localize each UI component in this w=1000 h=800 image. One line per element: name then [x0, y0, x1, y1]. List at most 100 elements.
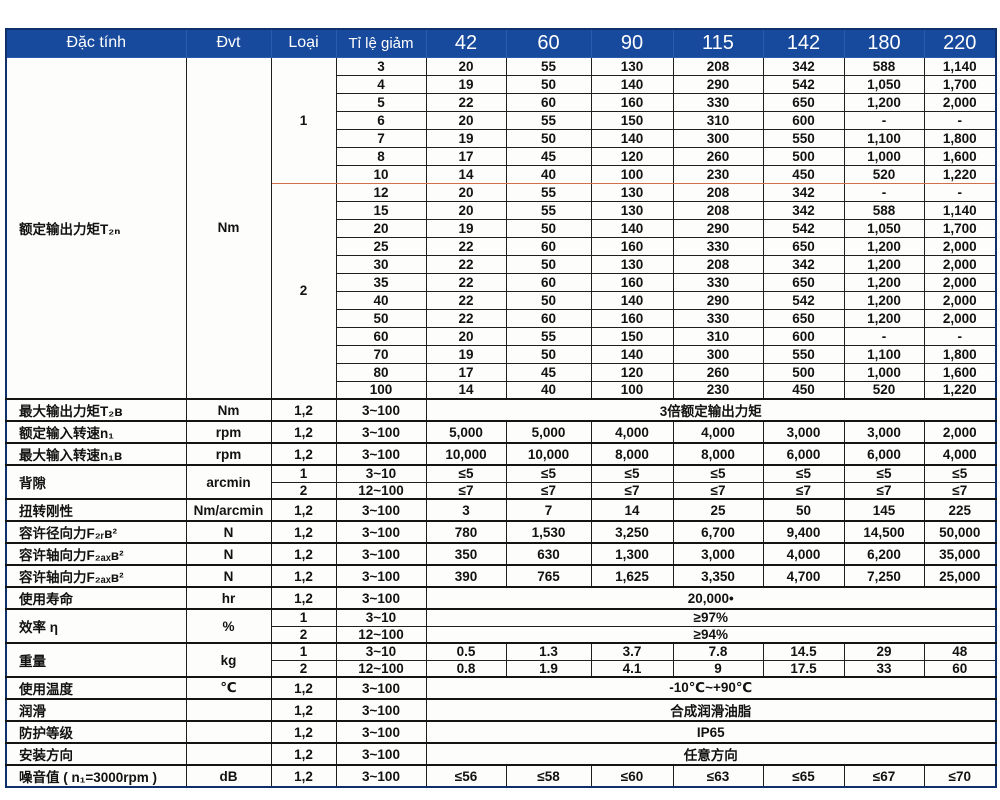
value-cell: 55	[505, 200, 592, 220]
value-cell: 2,000	[923, 290, 997, 310]
value-cell: 600	[762, 110, 845, 130]
spec-row-9-sub-0: 效率 η% 1 3~10 ≥97%	[5, 608, 997, 644]
value-cell: 9	[672, 659, 764, 678]
value-cell: ≤5	[843, 464, 925, 483]
span-cell: 3倍额定输出力矩	[425, 398, 997, 422]
ratio-cell: 3~100	[335, 742, 427, 766]
value-cell: -	[843, 182, 925, 202]
spec-row-0: 最大输出力矩T₂ʙ Nm 1,2 3~100 3倍额定输出力矩	[5, 398, 997, 422]
value-cell: 208	[672, 254, 764, 274]
row-label: 使用温度	[5, 676, 187, 700]
header-col-6: 90	[590, 28, 674, 58]
value-cell: 390	[425, 564, 507, 588]
type-cell: 2	[270, 481, 337, 500]
value-cell: 1,800	[923, 344, 997, 364]
value-cell: 1,000	[843, 146, 925, 166]
type-cell: 2	[270, 182, 337, 400]
value-cell: 4,000	[672, 420, 764, 444]
value-cell: 100	[590, 380, 674, 400]
value-cell: 55	[505, 326, 592, 346]
value-cell: 1,800	[923, 128, 997, 148]
value-cell: 20	[425, 200, 507, 220]
value-cell: 342	[762, 182, 845, 202]
span-cell: IP65	[425, 720, 997, 744]
spec-row-14: 安装方向 1,2 3~100 任意方向	[5, 742, 997, 766]
ratio-cell: 4	[335, 74, 427, 94]
value-cell: 17	[425, 146, 507, 166]
value-cell: 3	[425, 498, 507, 522]
type-cell: 1,2	[270, 542, 337, 566]
value-cell: -	[923, 326, 997, 346]
ratio-cell: 3~10	[335, 464, 427, 483]
value-cell: 520	[843, 164, 925, 184]
value-cell: 50	[505, 344, 592, 364]
value-cell: 520	[843, 380, 925, 400]
value-cell: 6,000	[762, 442, 845, 466]
value-cell: 14	[425, 164, 507, 184]
value-cell: 120	[590, 362, 674, 382]
value-cell: 208	[672, 56, 764, 76]
value-cell: 330	[672, 272, 764, 292]
value-cell: ≤60	[590, 764, 674, 788]
row-unit: rpm	[185, 420, 272, 444]
spec-row-3-sub-0: 背隙 arcmin 1 3~10 ≤5 ≤5 ≤5 ≤5 ≤5 ≤5 ≤5	[5, 464, 997, 500]
row-unit: N	[185, 520, 272, 544]
row-label: 重量	[5, 642, 187, 678]
value-cell: 140	[590, 344, 674, 364]
value-cell: 1,200	[843, 290, 925, 310]
value-cell: 160	[590, 308, 674, 328]
value-cell: ≤7	[425, 481, 507, 500]
value-cell: 1.9	[505, 659, 592, 678]
value-cell: 7.8	[672, 642, 764, 661]
value-cell: 14,500	[843, 520, 925, 544]
row-unit	[185, 720, 272, 744]
value-cell: 33	[843, 659, 925, 678]
torque-row-ratio-3: 额定输出力矩T₂ₙ Nm 1 3 20 55 130 208 342 588 1,140	[5, 56, 997, 400]
value-cell: 650	[762, 92, 845, 112]
value-cell: 120	[590, 146, 674, 166]
value-cell: 550	[762, 344, 845, 364]
torque-row-ratio-4: 4 19 50 140 290 542 1,050 1,700	[6, 74, 997, 94]
ratio-cell: 3~100	[335, 564, 427, 588]
row-unit: Nm	[185, 56, 272, 400]
value-cell: 130	[590, 254, 674, 274]
value-cell: ≤7	[505, 481, 592, 500]
type-cell: 1,2	[270, 420, 337, 444]
value-cell: 1,050	[843, 74, 925, 94]
type-cell: 1,2	[270, 520, 337, 544]
value-cell: 160	[590, 92, 674, 112]
ratio-cell: 3~100	[335, 586, 427, 610]
value-cell: 3.7	[590, 642, 674, 661]
value-cell: 225	[923, 498, 997, 522]
value-cell: 60	[505, 308, 592, 328]
header-col-3: Tỉ lệ giảm	[335, 28, 427, 58]
value-cell: 55	[505, 110, 592, 130]
type-cell: 1,2	[270, 586, 337, 610]
value-cell: 2,000	[923, 236, 997, 256]
value-cell: 1,700	[923, 74, 997, 94]
ratio-cell: 3~100	[335, 420, 427, 444]
value-cell: 1,100	[843, 128, 925, 148]
value-cell: 50	[505, 128, 592, 148]
row-label: 最大输出力矩T₂ʙ	[5, 398, 187, 422]
row-unit: rpm	[185, 442, 272, 466]
row-label: 噪音值 ( n₁=3000rpm )	[5, 764, 187, 788]
spec-row-5: 容许径向力F₂ᵣʙ² N 1,2 3~100 780 1,530 3,250 6,700 9,4…	[5, 520, 997, 544]
ratio-cell: 15	[335, 200, 427, 220]
value-cell: 50	[505, 290, 592, 310]
value-cell: 2,000	[923, 92, 997, 112]
torque-row-ratio-70: 70 19 50 140 300 550 1,100 1,800	[6, 344, 997, 364]
header-col-2: Loại	[270, 28, 337, 58]
value-cell: 300	[672, 344, 764, 364]
ratio-cell: 12~100	[335, 659, 427, 678]
row-label: 额定输入转速n₁	[5, 420, 187, 444]
value-cell: 1,200	[843, 254, 925, 274]
ratio-cell: 5	[335, 92, 427, 112]
value-cell: 35,000	[923, 542, 997, 566]
value-cell: 342	[762, 200, 845, 220]
value-cell: 60	[505, 236, 592, 256]
value-cell: 140	[590, 128, 674, 148]
type-cell: 1,2	[270, 398, 337, 422]
value-cell: ≤5	[505, 464, 592, 483]
row-label: 最大输入转速n₁ʙ	[5, 442, 187, 466]
